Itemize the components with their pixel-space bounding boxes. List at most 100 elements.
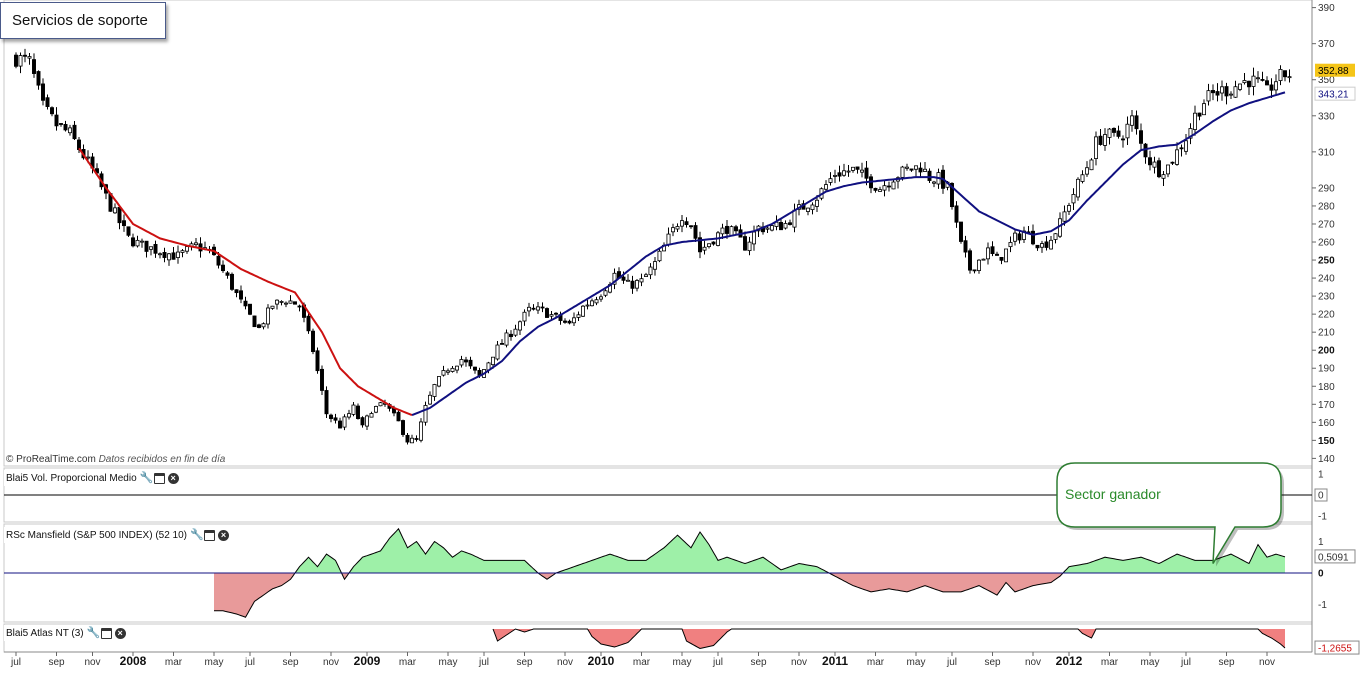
candle-body	[999, 256, 1004, 261]
candle-body	[428, 394, 432, 405]
wrench-icon[interactable]: 🔧	[190, 528, 204, 541]
candle-body	[230, 273, 234, 290]
price-tick-label: 250	[1318, 256, 1335, 267]
x-tick-label: may	[205, 657, 224, 668]
candle-body	[1247, 80, 1251, 88]
candle-body	[171, 252, 176, 260]
close-icon[interactable]: ×	[218, 529, 230, 541]
candle-body	[581, 305, 585, 317]
credit-text: © ProRealTime.com Datos recibidos en fin…	[6, 454, 225, 465]
candle-body	[405, 434, 410, 443]
candle-body	[1238, 83, 1242, 90]
candle-body	[891, 181, 896, 190]
x-tick-label: jul	[10, 657, 21, 668]
candle-body	[927, 170, 932, 181]
window-icon[interactable]	[100, 627, 112, 639]
candle-body	[288, 300, 293, 304]
candle-body	[824, 184, 828, 190]
vol-last-value: 0	[1318, 491, 1324, 502]
candle-body	[329, 414, 333, 419]
close-icon[interactable]: ×	[167, 472, 179, 484]
candle-body	[1148, 157, 1152, 166]
price-tick-label: 160	[1318, 418, 1335, 429]
candle-body	[293, 301, 297, 305]
candle-body	[185, 246, 189, 252]
candle-body	[612, 272, 617, 285]
candle-body	[509, 333, 513, 338]
pane-frame-price	[3, 0, 1313, 467]
candle-body	[1013, 232, 1017, 242]
x-tick-label: nov	[791, 657, 807, 668]
candle-body	[180, 250, 185, 253]
candle-body	[752, 231, 756, 245]
wrench-icon[interactable]: 🔧	[86, 626, 101, 639]
window-icon[interactable]	[204, 529, 216, 541]
atlas-last-value: -1,2655	[1318, 644, 1352, 655]
candle-body	[792, 209, 797, 228]
price-tick-label: 170	[1318, 400, 1335, 411]
x-tick-label: mar	[399, 657, 417, 668]
x-tick-label: nov	[1259, 657, 1275, 668]
candle-body	[270, 305, 275, 309]
candle-body	[1260, 79, 1265, 81]
candle-body	[369, 413, 374, 418]
candle-body	[639, 278, 644, 283]
close-icon[interactable]: ×	[114, 627, 126, 639]
candle-body	[837, 172, 842, 177]
candle-body	[36, 71, 41, 86]
candle-body	[1098, 135, 1103, 145]
candle-body	[734, 226, 738, 232]
candle-body	[167, 253, 171, 261]
candle-body	[297, 305, 302, 308]
candle-body	[860, 169, 864, 173]
candle-body	[1211, 90, 1215, 94]
rsc-tick-label: -1	[1318, 600, 1327, 611]
candle-body	[257, 324, 261, 328]
x-tick-label: 2008	[120, 654, 147, 668]
candle-body	[468, 359, 473, 367]
candle-body	[1287, 76, 1292, 79]
candle-body	[815, 199, 819, 207]
candle-body	[1157, 160, 1161, 178]
candle-body	[252, 315, 257, 328]
candle-body	[986, 247, 990, 260]
price-tick-label: 310	[1318, 147, 1335, 158]
candle-body	[630, 280, 635, 289]
x-tick-label: nov	[84, 657, 100, 668]
candle-body	[1152, 161, 1157, 168]
candle-body	[338, 420, 342, 429]
candle-body	[549, 314, 554, 317]
candle-body	[239, 290, 243, 300]
candle-body	[968, 250, 972, 271]
candle-body	[1143, 143, 1148, 158]
candle-body	[432, 384, 437, 397]
candle-body	[347, 413, 351, 418]
candle-body	[720, 227, 725, 235]
candle-body	[324, 390, 329, 415]
price-tick-label: 290	[1318, 183, 1335, 194]
price-tick-label: 260	[1318, 238, 1335, 249]
candle-body	[1242, 80, 1247, 84]
candle-body	[401, 420, 405, 435]
wrench-icon[interactable]: 🔧	[139, 471, 154, 484]
x-tick-label: sep	[516, 657, 533, 668]
candle-body	[788, 222, 792, 225]
candle-body	[657, 250, 662, 262]
candle-body	[725, 225, 729, 234]
window-icon[interactable]	[153, 472, 165, 484]
candle-body	[27, 56, 32, 59]
candle-body	[653, 261, 657, 270]
candle-body	[1202, 103, 1206, 116]
candle-body	[810, 204, 815, 211]
candle-body	[743, 236, 747, 251]
candle-body	[954, 205, 959, 223]
atlas-pane-label: Blai5 Atlas NT (3) 🔧 ×	[4, 625, 128, 641]
candle-body	[14, 54, 18, 67]
vol-tick-label: -1	[1318, 512, 1327, 523]
candle-body	[554, 312, 558, 315]
candle-body	[414, 438, 419, 440]
candle-body	[176, 251, 180, 258]
candle-body	[1161, 174, 1166, 179]
candle-body	[1278, 69, 1283, 82]
moving-average-red	[78, 147, 413, 417]
